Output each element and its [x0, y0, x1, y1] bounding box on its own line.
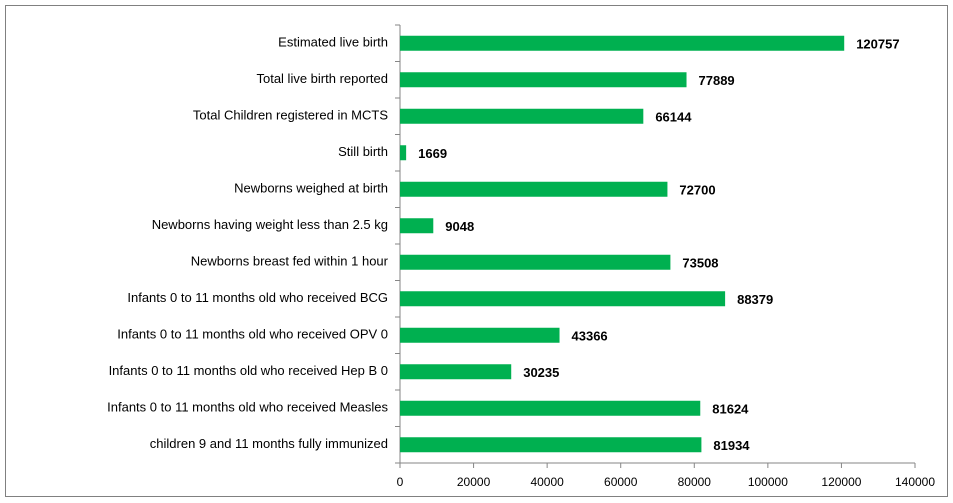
y-tick-label: Infants 0 to 11 months old who received …: [109, 363, 388, 378]
bar: [400, 437, 702, 453]
data-label: 77889: [699, 73, 735, 88]
bar: [400, 254, 671, 270]
data-label: 88379: [737, 292, 773, 307]
bar: [400, 72, 687, 88]
data-label: 81624: [712, 402, 749, 417]
data-label: 30235: [523, 365, 559, 380]
y-tick-label: Infants 0 to 11 months old who received …: [117, 327, 388, 342]
bar: [400, 108, 644, 124]
y-tick-label: children 9 and 11 months fully immunized: [150, 436, 388, 451]
x-tick-label: 80000: [678, 475, 712, 489]
data-label: 120757: [856, 37, 899, 52]
data-label: 72700: [679, 183, 715, 198]
y-tick-label: Newborns weighed at birth: [234, 181, 388, 196]
data-label: 1669: [418, 146, 447, 161]
data-label: 43366: [572, 329, 608, 344]
x-tick-label: 100000: [748, 475, 788, 489]
y-tick-label: Estimated live birth: [278, 35, 388, 50]
bar: [400, 400, 701, 416]
bar: [400, 218, 434, 234]
y-tick-label: Still birth: [338, 144, 388, 159]
bar: [400, 35, 845, 51]
data-label: 73508: [682, 256, 718, 271]
bar: [400, 181, 668, 197]
x-tick-label: 20000: [457, 475, 491, 489]
data-label: 81934: [713, 438, 750, 453]
y-tick-label: Infants 0 to 11 months old who received …: [107, 400, 388, 415]
x-tick-label: 40000: [530, 475, 564, 489]
y-tick-label: Total live birth reported: [256, 71, 388, 86]
bar: [400, 291, 726, 307]
y-tick-label: Total Children registered in MCTS: [193, 108, 388, 123]
bar: [400, 327, 560, 343]
bar: [400, 145, 407, 161]
data-label: 66144: [655, 110, 692, 125]
x-tick-label: 120000: [821, 475, 861, 489]
y-tick-label: Newborns having weight less than 2.5 kg: [152, 217, 388, 232]
x-tick-label: 140000: [895, 475, 935, 489]
bar: [400, 364, 512, 380]
chart-border: [5, 5, 948, 497]
y-tick-label: Newborns breast fed within 1 hour: [191, 254, 389, 269]
y-tick-label: Infants 0 to 11 months old who received …: [127, 290, 388, 305]
x-tick-label: 0: [397, 475, 404, 489]
data-label: 9048: [445, 219, 474, 234]
x-tick-label: 60000: [604, 475, 638, 489]
